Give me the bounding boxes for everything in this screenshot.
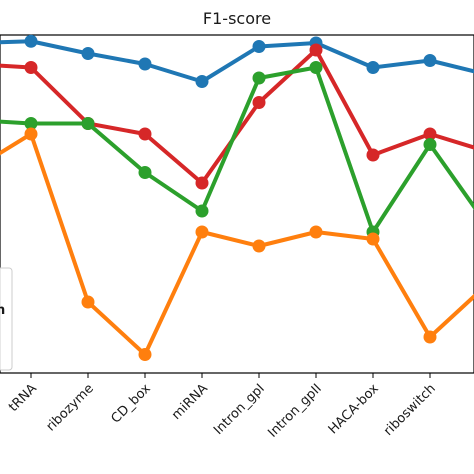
x-tick-label-ribozyme: ribozyme [44, 381, 97, 434]
chart-title: F1-score [203, 9, 271, 28]
series-3-line [0, 132, 474, 357]
series-2-point-miRNA [195, 204, 209, 218]
series-0-point-miRNA [195, 75, 209, 88]
series-3-point-Intron_gpII [309, 225, 323, 239]
x-tick-label-Intron_gpI: Intron_gpI [211, 381, 268, 438]
x-tick-label-riboswitch: riboswitch [381, 381, 439, 439]
series-2-point-tRNA [24, 117, 38, 130]
legend-box [0, 267, 13, 371]
series-1-point-miRNA [195, 176, 209, 190]
series-3-point-Intron_gpI [252, 239, 266, 253]
series-0-point-riboswitch [423, 54, 437, 67]
series-0-point-CD_box [138, 57, 152, 71]
series-0-point-HACA-box [366, 61, 380, 74]
series-0-point-ribozyme [81, 47, 95, 60]
series-1-line [0, 48, 474, 185]
series-2-line [0, 65, 474, 234]
series-2-point-ribozyme [81, 117, 95, 130]
series-2-point-riboswitch [423, 138, 437, 151]
series-1-point-HACA-box [366, 148, 380, 162]
series-3-point-ribozyme [81, 295, 95, 309]
series-1-point-Intron_gpI [252, 96, 266, 109]
series-0-point-tRNA [24, 34, 38, 48]
series-2-point-Intron_gpI [252, 71, 266, 85]
legend-glyph: n [0, 303, 5, 318]
series-1-point-Intron_gpII [309, 43, 323, 57]
series-2-point-CD_box [138, 166, 152, 179]
x-axis: AtRNAribozymeCD_boxmiRNAIntron_gpIIntron… [6, 373, 439, 441]
series-layer [0, 34, 474, 361]
series-3-point-HACA-box [366, 232, 380, 246]
x-tick-label-tRNA: tRNA [6, 381, 40, 415]
series-0-line [0, 39, 474, 84]
series-3-point-CD_box [138, 348, 152, 361]
x-tick-label-HACA-box: HACA-box [326, 381, 382, 437]
x-tick-label-Intron_gpII: Intron_gpII [265, 381, 324, 440]
series-0 [0, 34, 474, 88]
plot-frame [0, 34, 474, 374]
series-1-point-riboswitch [423, 127, 437, 141]
series-2-point-Intron_gpII [309, 61, 323, 74]
series-1-point-tRNA [24, 61, 38, 74]
series-3 [0, 127, 474, 361]
series-0-point-Intron_gpI [252, 40, 266, 53]
series-2 [0, 61, 474, 239]
legend: n [0, 267, 13, 371]
x-tick-label-CD_box: CD_box [109, 381, 155, 427]
series-3-point-tRNA [24, 127, 38, 141]
series-1-point-CD_box [138, 127, 152, 141]
series-3-point-riboswitch [423, 330, 437, 344]
series-3-point-miRNA [195, 225, 209, 239]
x-tick-label-miRNA: miRNA [169, 381, 211, 423]
